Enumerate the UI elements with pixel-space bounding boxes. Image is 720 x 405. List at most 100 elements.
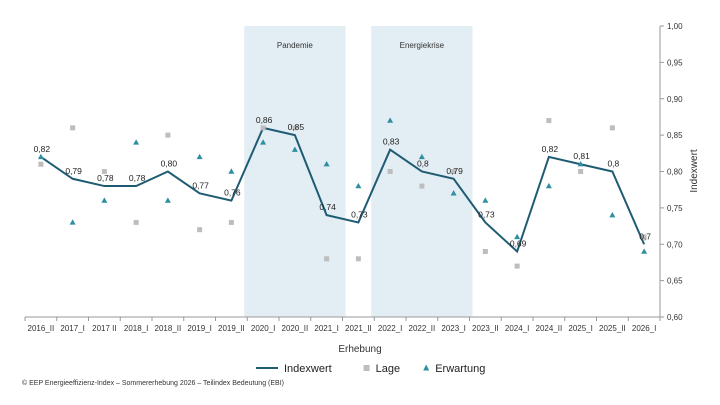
x-tick-label: 2022_II	[409, 324, 436, 333]
y-tick-label: 0,80	[667, 168, 683, 177]
data-label: 0,8	[417, 159, 429, 169]
data-label: 0,81	[573, 151, 590, 161]
point-lage	[260, 125, 266, 131]
y-tick-label: 0,85	[667, 131, 683, 140]
x-tick-label: 2023_II	[472, 324, 499, 333]
series-line-indexwert	[40, 126, 646, 254]
data-labels: 0,82 0,79 0,78 0,78 0,80 0,77 0,76 0,86 0,85 0,74…	[34, 115, 652, 249]
x-tick-label: 2020_I	[251, 324, 275, 333]
legend-label: Lage	[376, 363, 400, 375]
point-lage	[70, 125, 76, 131]
x-tick-label: 2025_II	[599, 324, 626, 333]
x-tick-label: 2024_II	[536, 324, 563, 333]
point-lage	[133, 219, 139, 225]
point-lage	[578, 169, 584, 174]
x-tick-label: 2025_I	[568, 324, 592, 333]
point-lage	[355, 256, 361, 262]
y-tick-label: 0,70	[667, 240, 683, 249]
data-label: 0,82	[542, 144, 559, 154]
point-erwartung	[323, 161, 330, 167]
point-erwartung	[133, 139, 140, 145]
point-lage	[609, 125, 615, 131]
point-erwartung	[101, 197, 108, 203]
point-lage	[387, 169, 393, 174]
point-lage	[451, 169, 457, 174]
point-erwartung	[514, 233, 521, 240]
point-erwartung	[291, 146, 298, 152]
x-tick-label: 2018_II	[155, 324, 182, 333]
data-label: 0,74	[319, 202, 336, 212]
data-label: 0,8	[607, 159, 619, 169]
y-axis-label: Indexwert	[689, 149, 700, 193]
axes: 0,60 0,65 0,70 0,75 0,80 0,85 0,90 0,95 1,00 2016…	[24, 22, 683, 333]
point-lage	[419, 183, 425, 189]
x-tick-label: 2022_I	[378, 324, 402, 333]
point-erwartung	[418, 153, 425, 160]
y-tick-label: 0,60	[667, 313, 683, 322]
y-tick-label: 0,65	[667, 277, 683, 286]
x-tick-label: 2017_I	[60, 324, 84, 333]
legend-label: Erwartung	[435, 363, 485, 375]
x-tick-label: 2019_I	[187, 324, 211, 333]
legend: Indexwert Lage Erwartung	[256, 363, 485, 375]
point-lage	[324, 256, 330, 262]
data-label: 0,76	[224, 188, 241, 198]
legend-label: Indexwert	[284, 363, 332, 375]
point-erwartung	[37, 153, 44, 160]
x-tick-label: 2017 II	[92, 324, 116, 333]
point-erwartung	[482, 197, 489, 203]
data-label: 0,78	[97, 173, 114, 183]
data-label: 0,73	[478, 209, 495, 219]
highlight-bands: Pandemie Energiekrise	[244, 26, 473, 317]
point-lage	[197, 227, 203, 233]
x-tick-label: 2016_II	[28, 324, 55, 333]
y-tick-label: 0,90	[667, 95, 683, 104]
point-lage	[101, 169, 107, 174]
data-label: 0,86	[256, 115, 273, 125]
y-tick-label: 1,00	[667, 22, 683, 31]
data-label: 0,83	[383, 137, 400, 147]
x-axis-label: Erhebung	[338, 344, 381, 355]
x-tick-label: 2026_I	[632, 324, 656, 333]
band-label-0: Pandemie	[277, 41, 314, 50]
point-erwartung	[355, 182, 362, 189]
point-lage	[641, 234, 647, 240]
data-label: 0,80	[161, 159, 178, 169]
x-tick-label: 2024_I	[505, 324, 529, 333]
data-label: 0,77	[192, 180, 209, 190]
footer-note: © EEP Energieeffizienz-Index – Sommererh…	[22, 380, 284, 387]
data-label: 0,85	[288, 122, 305, 132]
data-label: 0,69	[510, 239, 527, 249]
point-erwartung	[387, 117, 394, 123]
point-lage	[228, 219, 234, 225]
data-label: 0,73	[351, 209, 368, 219]
point-lage	[514, 263, 520, 269]
x-tick-label: 2018_I	[124, 324, 148, 333]
point-erwartung	[545, 182, 552, 189]
point-erwartung	[641, 248, 648, 254]
data-label: 0,79	[446, 166, 463, 176]
x-tick-label: 2020_II	[282, 324, 309, 333]
point-lage	[546, 118, 552, 124]
point-erwartung	[164, 197, 171, 203]
y-tick-label: 0,95	[667, 58, 683, 67]
point-erwartung	[450, 190, 457, 196]
chart-marks	[37, 117, 648, 269]
legend-swatch	[423, 364, 430, 371]
data-label: 0,78	[129, 173, 146, 183]
x-tick-label: 2021_II	[345, 324, 372, 333]
x-tick-label: 2021_I	[314, 324, 338, 333]
data-label: 0,7	[639, 231, 651, 241]
y-tick-label: 0,75	[667, 204, 683, 213]
band-0	[244, 26, 346, 317]
point-erwartung	[260, 139, 267, 145]
point-lage	[482, 249, 488, 255]
point-erwartung	[577, 161, 584, 167]
band-label-1: Energiekrise	[400, 41, 445, 50]
legend-swatch	[363, 365, 370, 371]
data-label: 0,79	[65, 166, 82, 176]
point-lage	[292, 125, 298, 131]
point-erwartung	[609, 211, 616, 218]
point-erwartung	[228, 168, 235, 174]
